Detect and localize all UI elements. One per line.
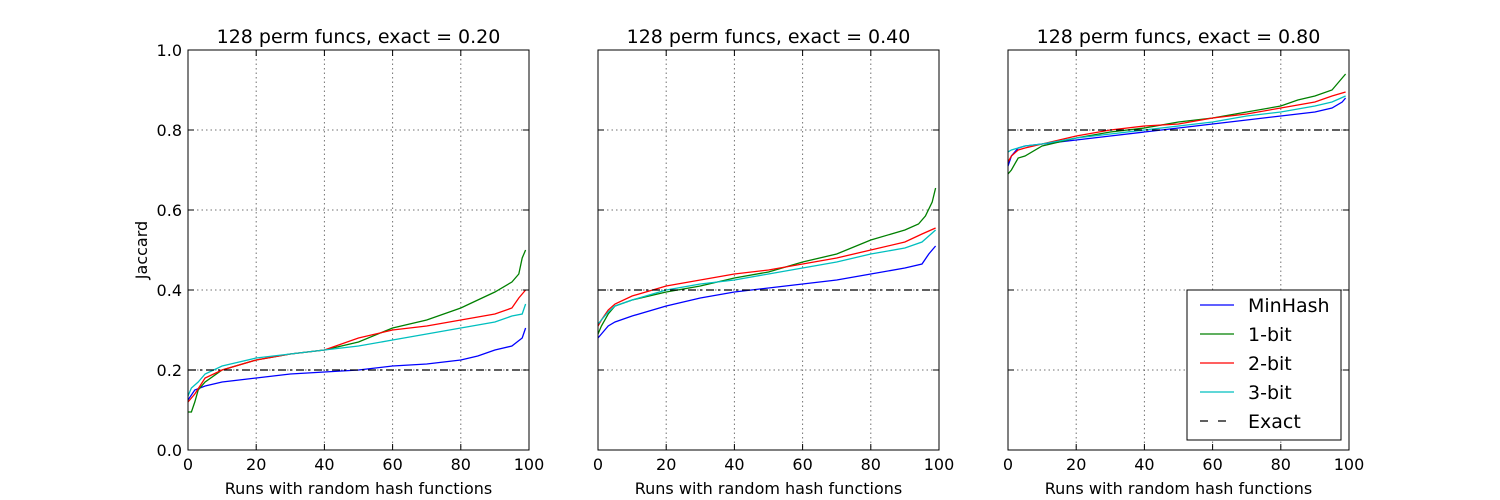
chart-title: 128 perm funcs, exact = 0.40 <box>627 26 911 48</box>
panel-3: 0 20 40 60 80 100 128 perm funcs, exact = 0.80… <box>1003 26 1364 498</box>
y-tick-label: 0.4 <box>157 281 182 300</box>
x-tick-label: 20 <box>246 455 266 474</box>
panel-2: 0 20 40 60 80 100 128 perm funcs, exact = 0.40… <box>593 26 954 498</box>
minhash-series-line <box>187 327 527 401</box>
chart-title: 128 perm funcs, exact = 0.80 <box>1037 26 1321 48</box>
y-tick-label: 1.0 <box>157 41 182 60</box>
x-tick-label: 60 <box>1202 455 1222 474</box>
chart-title: 128 perm funcs, exact = 0.20 <box>217 26 501 48</box>
2-bit-series-line <box>187 289 527 403</box>
y-axis-label: Jaccard <box>132 221 151 280</box>
plot-frame <box>597 49 940 451</box>
plot-frame <box>1007 49 1350 451</box>
x-axis-label: Runs with random hash functions <box>1045 479 1312 498</box>
minhash-series-line <box>1007 97 1347 167</box>
x-tick-label: 100 <box>1334 455 1365 474</box>
3-bit-series-line <box>1007 95 1346 153</box>
x-tick-label: 0 <box>1003 455 1013 474</box>
2-bit-series-line <box>597 227 936 327</box>
x-tick-label: 40 <box>314 455 334 474</box>
legend-label-2-bit: 2-bit <box>1248 353 1292 375</box>
x-tick-label: 80 <box>1271 455 1291 474</box>
3-bit-series-line <box>597 229 937 325</box>
x-tick-label: 0 <box>183 455 193 474</box>
2-bit-series-line <box>1007 91 1346 163</box>
legend-label-1-bit: 1-bit <box>1248 324 1292 346</box>
x-tick-label: 40 <box>724 455 744 474</box>
legend-label-minhash: MinHash <box>1248 295 1330 317</box>
x-axis-label: Runs with random hash functions <box>225 479 492 498</box>
plot-frame <box>187 49 530 451</box>
x-tick-label: 60 <box>792 455 812 474</box>
x-tick-label: 100 <box>514 455 545 474</box>
x-tick-label: 20 <box>656 455 676 474</box>
y-tick-label: 0.8 <box>157 121 182 140</box>
x-tick-label: 60 <box>382 455 402 474</box>
1-bit-series-line <box>1007 73 1347 175</box>
x-tick-label: 100 <box>924 455 955 474</box>
x-tick-label: 80 <box>451 455 471 474</box>
1-bit-series-line <box>188 249 527 413</box>
y-tick-label: 0.2 <box>157 361 182 380</box>
panel-1: 0 20 40 60 80 100 0.0 0.2 0.4 0.6 0.8 1.0 128 perm f… <box>132 26 544 498</box>
minhash-series-line <box>597 245 937 339</box>
x-axis-label: Runs with random hash functions <box>635 479 902 498</box>
y-tick-label: 0.6 <box>157 201 182 220</box>
3-bit-series-line <box>187 303 527 397</box>
x-tick-label: 40 <box>1134 455 1154 474</box>
legend-label-exact: Exact <box>1248 411 1301 433</box>
x-tick-label: 80 <box>861 455 881 474</box>
legend-label-3-bit: 3-bit <box>1248 382 1292 404</box>
legend: MinHash 1-bit 2-bit 3-bit Exact <box>1186 289 1342 441</box>
y-tick-label: 0.0 <box>157 441 182 460</box>
x-tick-label: 0 <box>593 455 603 474</box>
x-tick-label: 20 <box>1066 455 1086 474</box>
legend-box <box>1186 289 1342 441</box>
